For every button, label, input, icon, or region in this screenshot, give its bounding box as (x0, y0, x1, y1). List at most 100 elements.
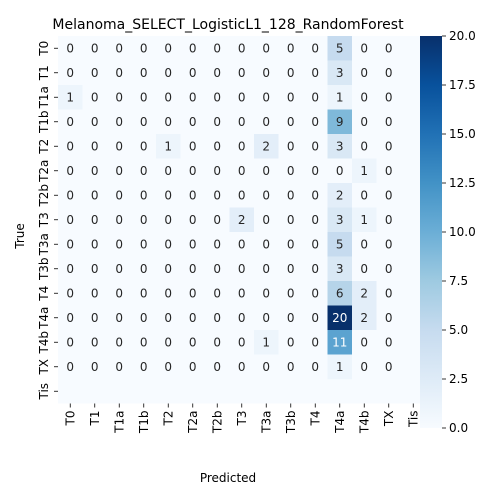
heatmap-cell (327, 232, 353, 257)
heatmap-cell (254, 232, 279, 257)
heatmap-cell (58, 60, 83, 86)
x-tick-label: T3b (284, 411, 298, 435)
heatmap-cell (352, 183, 377, 208)
cell-value-label: 0 (287, 66, 295, 80)
cell-value-label: 0 (238, 115, 246, 129)
heatmap-cell (278, 158, 304, 184)
heatmap-cell (376, 232, 402, 257)
heatmap-cell (180, 330, 206, 355)
cell-value-label: 0 (287, 335, 295, 349)
cell-value-label: 0 (213, 360, 221, 374)
heatmap-cell (82, 36, 108, 61)
heatmap-cell (376, 354, 402, 380)
heatmap-cell (156, 60, 181, 86)
cell-value-label: 0 (311, 139, 319, 153)
heatmap-cell (180, 207, 206, 233)
heatmap-cell (180, 305, 206, 331)
cell-value-label: 0 (311, 311, 319, 325)
heatmap-cell (352, 256, 377, 282)
cell-value-label: 0 (360, 335, 368, 349)
heatmap-cell (352, 354, 377, 380)
cell-value-label: 0 (115, 311, 123, 325)
y-tick-label: T2a (37, 160, 51, 183)
cell-value-label: 0 (140, 115, 148, 129)
cell-value-label: 0 (115, 41, 123, 55)
heatmap-cell (352, 85, 377, 110)
heatmap-cell (107, 305, 132, 331)
cell-value-label: 0 (360, 115, 368, 129)
cell-value-label: 0 (164, 237, 172, 251)
heatmap-cell (327, 256, 353, 282)
heatmap-cell (352, 134, 377, 159)
heatmap-cell (156, 183, 181, 208)
cell-value-label: 0 (66, 335, 74, 349)
y-tick-label: Tis (37, 383, 51, 401)
heatmap-cell (254, 36, 279, 61)
heatmap-cell (58, 109, 83, 135)
cell-value-label: 0 (189, 90, 197, 104)
cell-value-label: 9 (336, 115, 344, 129)
cell-value-label: 0 (164, 90, 172, 104)
cell-value-label: 0 (287, 286, 295, 300)
heatmap-cell (376, 305, 402, 331)
cell-value-label: 0 (189, 164, 197, 178)
cell-value-label: 0 (311, 286, 319, 300)
heatmap-cell (58, 256, 83, 282)
colorbar-tick-label: 17.5 (449, 78, 476, 92)
cell-value-label: 0 (66, 311, 74, 325)
heatmap-cell (205, 60, 230, 86)
cell-value-label: 0 (115, 139, 123, 153)
heatmap-cell (327, 85, 353, 110)
x-tick-label: T4 (308, 411, 322, 427)
heatmap-cell (205, 281, 230, 306)
cell-value-label: 0 (140, 360, 148, 374)
cell-value-label: 0 (164, 286, 172, 300)
cell-value-label: 0 (115, 335, 123, 349)
heatmap-cell (205, 109, 230, 135)
heatmap-cell (229, 354, 255, 380)
cell-value-label: 0 (140, 213, 148, 227)
cell-value-label: 3 (336, 66, 344, 80)
cell-value-label: 0 (360, 66, 368, 80)
heatmap-cell (205, 330, 230, 355)
cell-value-label: 0 (238, 262, 246, 276)
cell-value-label: 0 (238, 164, 246, 178)
heatmap-cell (352, 207, 377, 233)
chart-title: Melanoma_SELECT_LogisticL1_128_RandomFor… (52, 17, 404, 33)
cell-value-label: 1 (360, 213, 368, 227)
heatmap-cell (278, 305, 304, 331)
x-tick-label: T2b (210, 411, 224, 435)
heatmap-cell (205, 134, 230, 159)
cell-value-label: 0 (213, 262, 221, 276)
cell-value-label: 5 (336, 237, 344, 251)
heatmap-cell (254, 354, 279, 380)
heatmap-cell (327, 281, 353, 306)
cell-value-label: 0 (385, 115, 393, 129)
cell-value-label: 0 (189, 213, 197, 227)
cell-value-label: 5 (336, 41, 344, 55)
heatmap-cell (82, 158, 108, 184)
heatmap-cell (254, 158, 279, 184)
cell-value-label: 0 (91, 90, 99, 104)
heatmap-cell (278, 109, 304, 135)
heatmap-cell (205, 158, 230, 184)
cell-value-label: 0 (385, 66, 393, 80)
cell-value-label: 0 (140, 66, 148, 80)
heatmap-cell (303, 85, 328, 110)
heatmap-cell (229, 134, 255, 159)
heatmap-cell (278, 85, 304, 110)
heatmap-cell (352, 330, 377, 355)
heatmap-cell (131, 305, 157, 331)
colorbar-tick-label: 15.0 (449, 127, 476, 141)
cell-value-label: 0 (385, 286, 393, 300)
cell-value-label: 0 (66, 237, 74, 251)
heatmap-cell (156, 109, 181, 135)
colorbar (420, 36, 442, 428)
cell-value-label: 0 (164, 66, 172, 80)
cell-value-label: 0 (336, 164, 344, 178)
cell-value-label: 0 (91, 213, 99, 227)
cell-value-label: 2 (262, 139, 270, 153)
cell-value-label: 0 (164, 360, 172, 374)
heatmap-cell (376, 109, 402, 135)
heatmap-cell (107, 207, 132, 233)
